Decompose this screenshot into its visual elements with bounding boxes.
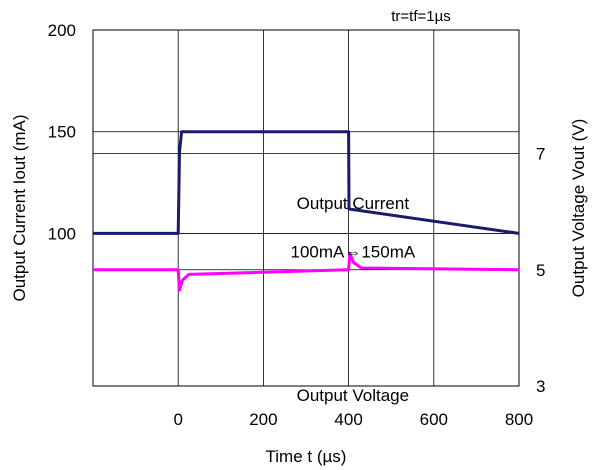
x-tick-label-400: 400 bbox=[334, 410, 362, 429]
series-line-output-voltage bbox=[93, 252, 520, 292]
y-left-tick-label-200: 200 bbox=[48, 21, 76, 40]
annotations: Output Current 100mA⇔150mA Output Voltage t… bbox=[290, 8, 450, 405]
plot-area bbox=[93, 30, 519, 386]
y-right-tick-label-5: 5 bbox=[536, 261, 545, 280]
annotation-0: Output Current bbox=[297, 194, 410, 213]
x-tick-label-800: 800 bbox=[505, 410, 533, 429]
y-right-tick-label-3: 3 bbox=[536, 377, 545, 396]
annotation-3: tr=tf=1µs bbox=[391, 8, 451, 25]
y-axis-left-label: Output Current Iout (mA) bbox=[10, 114, 29, 301]
y-left-tick-label-150: 150 bbox=[48, 123, 76, 142]
x-tick-label-200: 200 bbox=[249, 410, 277, 429]
plot-frame bbox=[92, 29, 520, 387]
x-tick-label-0: 0 bbox=[173, 410, 182, 429]
y-axis-right-label: Output Voltage Vout (V) bbox=[569, 119, 588, 298]
series-group bbox=[93, 130, 520, 292]
x-tick-label-600: 600 bbox=[420, 410, 448, 429]
annotation-2: Output Voltage bbox=[297, 386, 409, 405]
x-axis-label: Time t (µs) bbox=[266, 447, 347, 466]
series-line-output-current bbox=[93, 130, 520, 235]
y-right-tick-label-7: 7 bbox=[536, 145, 545, 164]
y-left-tick-label-100: 100 bbox=[48, 224, 76, 243]
tick-labels: 0 200 400 600 800 100 150 200 3 5 7 bbox=[48, 21, 546, 429]
annotation-1: 100mA⇔150mA bbox=[290, 243, 415, 262]
